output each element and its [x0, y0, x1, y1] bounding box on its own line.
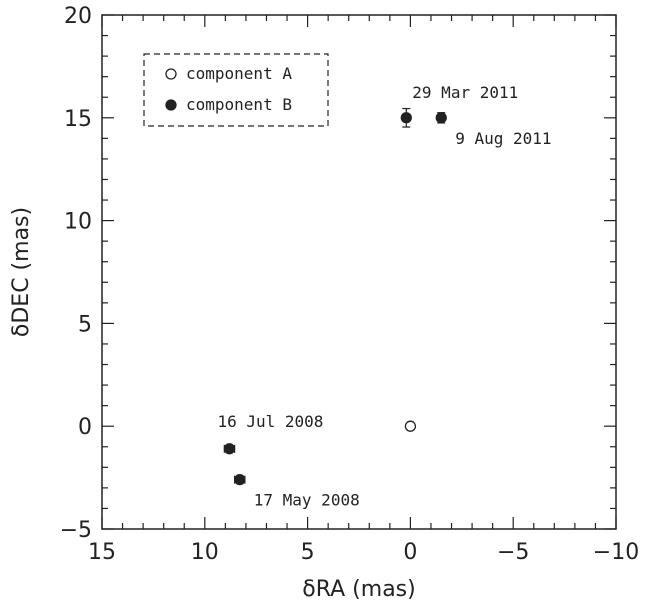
y-tick-label: 10 — [64, 210, 92, 235]
legend-marker-component-b — [165, 99, 177, 111]
data-points — [223, 112, 447, 486]
legend-label-component-a: component A — [186, 64, 292, 83]
point-annotation: 17 May 2008 — [254, 491, 360, 510]
x-tick-label: 5 — [301, 540, 315, 565]
axis-ticks — [101, 14, 617, 530]
component-b-point — [223, 443, 236, 455]
component-b-point — [234, 474, 246, 486]
legend: component A component B — [143, 53, 329, 127]
y-tick-label: 20 — [64, 4, 92, 29]
component-b-point — [400, 112, 412, 124]
axis-tick-labels: 15 10 5 0 −5 −10 −5 0 5 10 15 20 — [60, 4, 640, 565]
x-tick-label: 0 — [403, 540, 417, 565]
x-tick-label: −10 — [593, 540, 639, 565]
x-tick-label: 15 — [88, 540, 116, 565]
point-annotation: 29 Mar 2011 — [412, 83, 518, 102]
x-axis-label: δRA (mas) — [302, 577, 415, 602]
plot-frame — [101, 14, 617, 530]
legend-label-component-b: component B — [186, 95, 292, 114]
y-tick-label: 0 — [78, 415, 92, 440]
component-a-point — [404, 420, 417, 432]
legend-frame — [143, 53, 329, 127]
point-annotations: 16 Jul 2008 17 May 2008 29 Mar 2011 9 Aug 2… — [217, 83, 551, 510]
y-tick-label: 5 — [78, 312, 92, 337]
x-tick-label: −5 — [497, 540, 529, 565]
legend-marker-component-a — [165, 68, 177, 80]
component-b-point — [435, 112, 447, 124]
point-annotation: 9 Aug 2011 — [455, 129, 551, 148]
y-tick-label: −5 — [60, 518, 92, 543]
y-axis-label: δDEC (mas) — [9, 207, 34, 337]
x-tick-label: 10 — [191, 540, 219, 565]
point-annotation: 16 Jul 2008 — [217, 412, 323, 431]
y-tick-label: 15 — [64, 107, 92, 132]
